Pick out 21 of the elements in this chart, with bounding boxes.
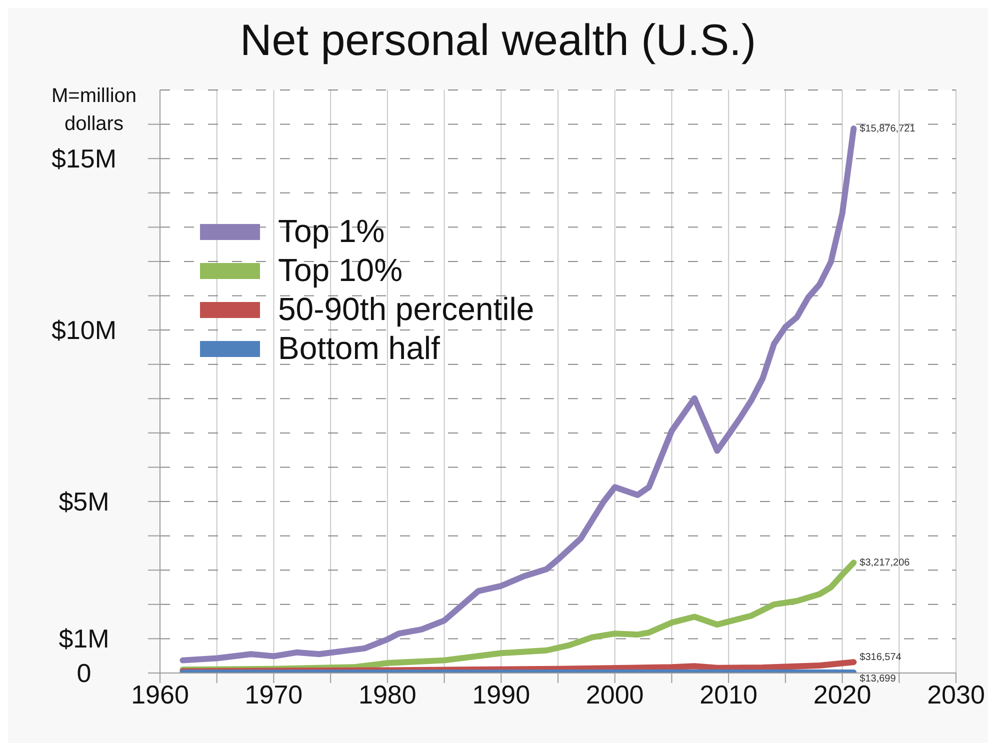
legend-label: Top 1% <box>278 213 385 250</box>
legend-label: 50-90th percentile <box>278 291 534 328</box>
x-tick-label: 1970 <box>244 679 303 710</box>
legend-label: Top 10% <box>278 252 403 289</box>
legend-label: Bottom half <box>278 330 440 367</box>
y-tick-label: $10M <box>51 315 117 346</box>
x-tick-label: 1980 <box>358 679 416 710</box>
y-tick-label: 0 <box>76 658 92 688</box>
text: M=million dollars <box>50 84 138 137</box>
x-tick-label: 2000 <box>586 679 644 710</box>
data-label: $15,876,721 <box>860 124 916 135</box>
x-tick-label: 2010 <box>700 679 758 710</box>
y-tick-label: $5M <box>58 486 110 517</box>
x-tick-label: 2030 <box>927 679 985 710</box>
y-tick-label: $1M <box>58 624 110 654</box>
x-tick-label: 1990 <box>472 679 530 710</box>
y-tick-label: $15M <box>51 144 117 174</box>
chart-title: Net personal wealth (U.S.) <box>239 16 757 66</box>
data-label: $316,574 <box>860 652 902 664</box>
data-label: $3,217,206 <box>860 558 910 569</box>
x-tick-label: 1960 <box>131 679 189 710</box>
